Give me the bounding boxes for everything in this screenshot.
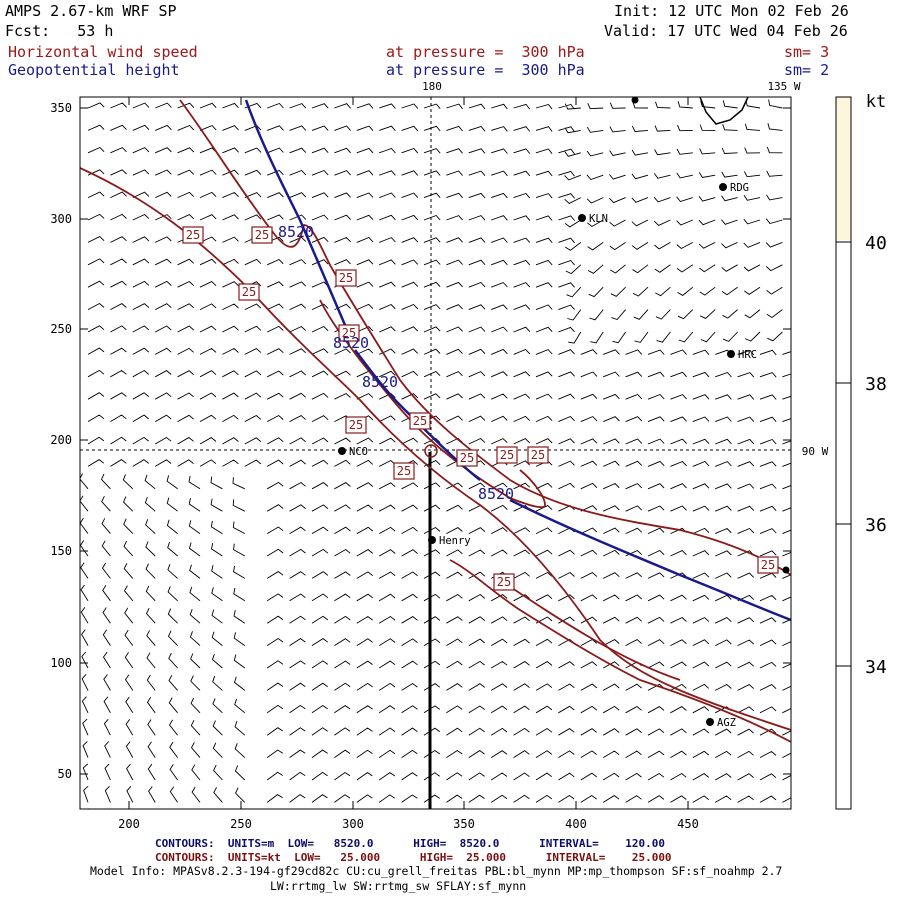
edge-station-marker	[782, 566, 790, 574]
station-rdg-label: RDG	[730, 182, 749, 194]
station-rdg-marker	[719, 183, 727, 191]
colorbar-tick-label: 38	[865, 374, 887, 395]
speed-label-box	[345, 416, 367, 434]
edge-station-marker	[631, 96, 639, 104]
colorbar-tick-label: 34	[865, 657, 887, 678]
station-nco-label: NCO	[349, 446, 368, 458]
y-tick-label: 300	[50, 212, 72, 226]
speed-label-box	[456, 449, 478, 467]
speed-label-box	[496, 446, 518, 464]
x-tick-label: 350	[453, 817, 475, 831]
field2-level: at pressure = 300 hPa	[386, 61, 585, 79]
wind-barbs	[80, 99, 791, 809]
speed-label-box	[251, 226, 273, 244]
colorbar-fill	[836, 97, 851, 240]
footer-speed-contours: CONTOURS: UNITS=kt LOW= 25.000 HIGH= 25.…	[155, 851, 672, 864]
x-tick-label: 300	[342, 817, 364, 831]
wind-speed-contours	[80, 99, 791, 743]
meridian-135w-label: 135 W	[767, 80, 800, 93]
model-title: AMPS 2.67-km WRF SP	[5, 2, 177, 20]
field1-name: Horizontal wind speed	[8, 43, 198, 61]
station-agz-label: AGZ	[717, 717, 736, 729]
speed-label-box	[393, 462, 415, 480]
height-contour-label: 8520	[478, 485, 514, 503]
height-contours	[244, 99, 791, 622]
speed-contour-label: 25	[349, 418, 363, 432]
field2-smoothing: sm= 2	[784, 61, 830, 79]
speed-label-box	[409, 412, 431, 430]
height-contour-label: 8520	[333, 334, 369, 352]
speed-contour-label: 25	[761, 558, 775, 572]
footer-model-info-2: LW:rrtmg_lw SW:rrtmg_sw SFLAY:sf_mynn	[270, 879, 527, 893]
x-tick-label: 400	[565, 817, 587, 831]
y-tick-label: 200	[50, 433, 72, 447]
map-frame	[79, 96, 792, 810]
station-hrc-label: HRC	[738, 349, 757, 361]
speed-label-box	[527, 446, 549, 464]
station-hrc-marker	[727, 350, 735, 358]
speed-label-box	[238, 283, 260, 301]
speed-label-box	[493, 573, 515, 591]
speed-contour-label: 25	[413, 414, 427, 428]
valid-time: Valid: 17 UTC Wed 04 Feb 26	[604, 22, 848, 40]
y-tick-label: 100	[50, 656, 72, 670]
station-henry-label: Henry	[439, 535, 471, 547]
y-tick-label: 250	[50, 322, 72, 336]
footer-model-info: Model Info: MPASv8.2.3-194-gf29cd82c CU:…	[90, 864, 783, 878]
y-tick-label: 50	[58, 767, 72, 781]
speed-contour-label: 25	[186, 228, 200, 242]
speed-label-box	[182, 226, 204, 244]
height-contour-label: 8520	[278, 223, 314, 241]
cross-section-marker	[424, 444, 438, 458]
x-tick-label: 250	[230, 817, 252, 831]
colorbar-frame	[835, 96, 852, 810]
station-kln-label: KLN	[589, 213, 608, 225]
init-time: Init: 12 UTC Mon 02 Feb 26	[614, 2, 849, 20]
station-kln-marker	[578, 214, 586, 222]
speed-label-box	[757, 556, 779, 574]
coastline	[699, 97, 749, 125]
speed-contour-label: 25	[460, 451, 474, 465]
station-agz-marker	[706, 718, 714, 726]
speed-contour-label: 25	[397, 464, 411, 478]
speed-contour-label: 25	[500, 448, 514, 462]
meridian-180-label: 180	[422, 80, 442, 93]
speed-contour-label: 25	[255, 228, 269, 242]
meridian-90w-label: 90 W	[802, 445, 829, 458]
speed-contour-label: 25	[339, 271, 353, 285]
speed-contour-label: 25	[242, 285, 256, 299]
footer-height-contours: CONTOURS: UNITS=m LOW= 8520.0 HIGH= 8520…	[155, 837, 665, 850]
height-contour-label: 8520	[362, 373, 398, 391]
field1-level: at pressure = 300 hPa	[386, 43, 585, 61]
y-tick-label: 150	[50, 544, 72, 558]
speed-contour-label: 25	[531, 448, 545, 462]
speed-contour-label: 25	[497, 575, 511, 589]
colorbar: kt 40 38 36 34	[835, 92, 887, 810]
station-nco-marker	[338, 447, 346, 455]
station-henry-marker	[428, 536, 436, 544]
colorbar-unit: kt	[866, 92, 886, 112]
x-tick-label: 200	[118, 817, 140, 831]
forecast-hour: Fcst: 53 h	[5, 22, 114, 40]
colorbar-tick-label: 36	[865, 515, 887, 536]
field2-name: Geopotential height	[8, 61, 180, 79]
y-tick-label: 350	[50, 101, 72, 115]
speed-label-box	[338, 324, 360, 342]
field1-smoothing: sm= 3	[784, 43, 830, 61]
x-tick-label: 450	[677, 817, 699, 831]
speed-contour-label: 25	[342, 326, 356, 340]
colorbar-tick-label: 40	[865, 233, 887, 254]
speed-label-box	[335, 269, 357, 287]
